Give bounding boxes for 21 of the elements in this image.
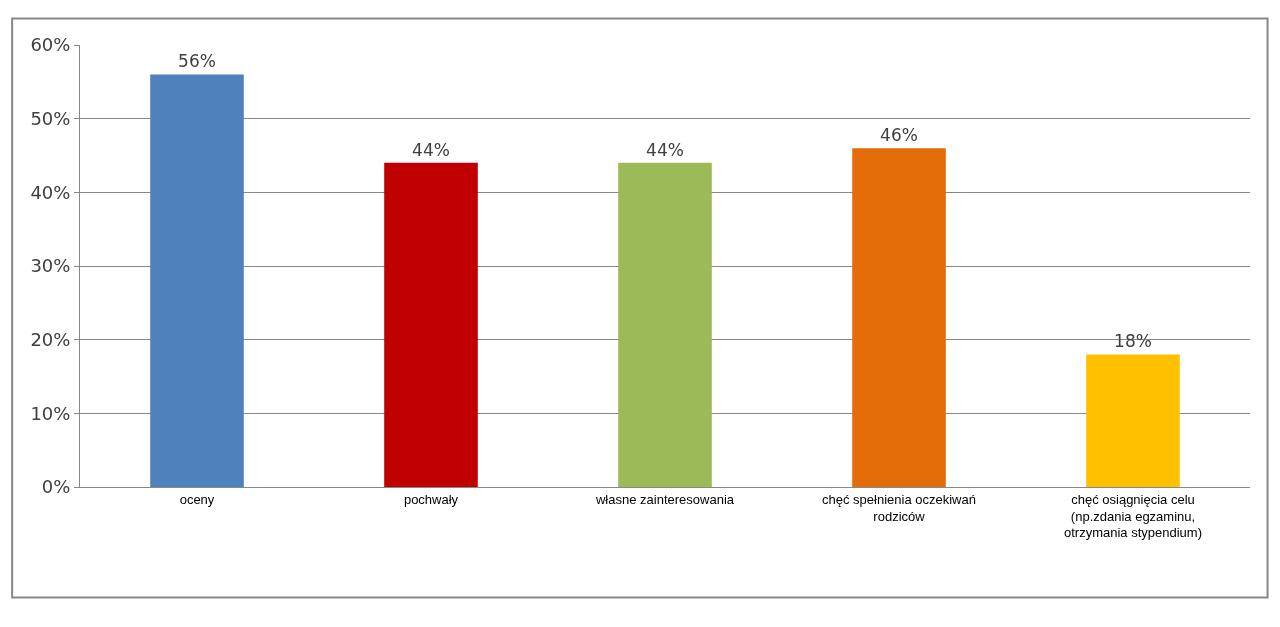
data-label: 46% bbox=[880, 125, 918, 146]
x-tick-label: chęć osiągnięcia celu (np.zdania egzaminu, otrzymania stypendium) bbox=[1064, 491, 1202, 541]
x-tick-label: własne zainteresowania bbox=[594, 491, 735, 507]
bar bbox=[852, 148, 946, 487]
y-tick-label: 60% bbox=[30, 34, 71, 56]
y-tick-label: 50% bbox=[30, 107, 71, 129]
x-tick-label: pochwały bbox=[403, 491, 459, 507]
y-tick-label: 30% bbox=[30, 255, 71, 277]
bar bbox=[1086, 354, 1180, 487]
x-tick-label: oceny bbox=[179, 491, 215, 507]
y-tick-label: 10% bbox=[30, 402, 71, 424]
bar bbox=[384, 162, 478, 487]
bar bbox=[150, 74, 244, 487]
data-label: 56% bbox=[178, 51, 216, 72]
x-tick-label: chęć spełnienia oczekiwań rodziców bbox=[822, 491, 976, 524]
y-tick-label: 20% bbox=[30, 328, 71, 350]
y-tick-label: 0% bbox=[41, 476, 71, 498]
data-label: 44% bbox=[412, 139, 450, 160]
bar bbox=[618, 162, 712, 487]
data-label: 44% bbox=[646, 139, 684, 160]
y-tick-label: 40% bbox=[30, 181, 71, 203]
